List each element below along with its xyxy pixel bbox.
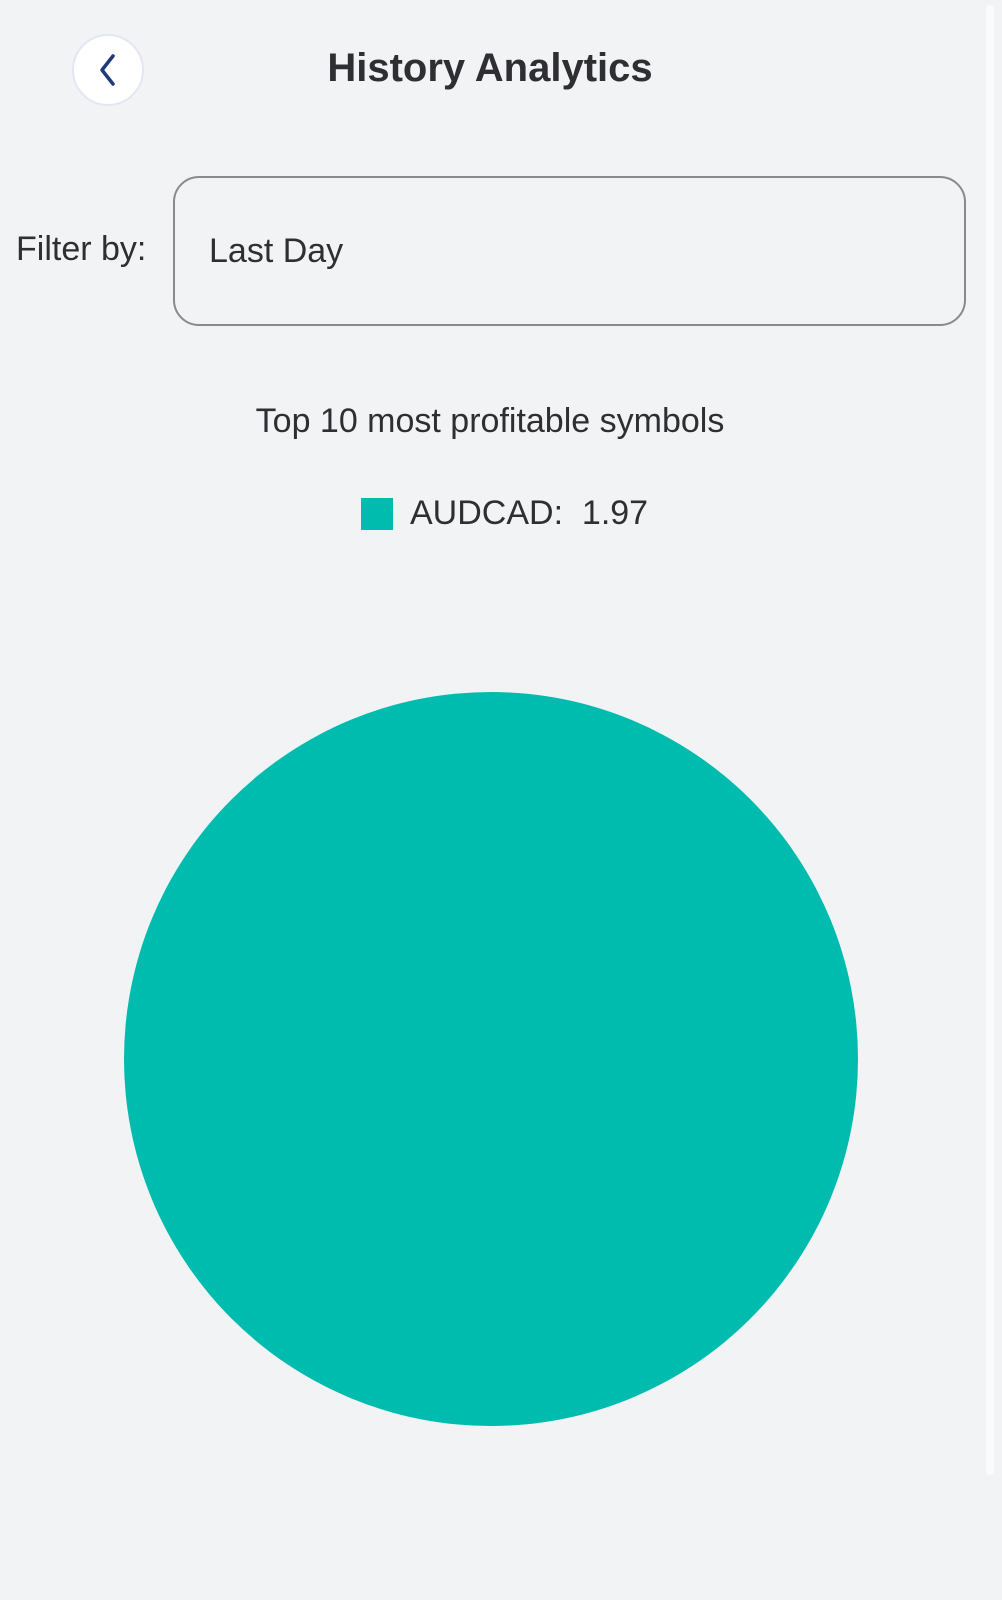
filter-select[interactable]: Last Day (173, 176, 966, 326)
legend-swatch (361, 497, 393, 530)
legend-item[interactable]: AUDCAD: 1.97 (361, 494, 648, 533)
legend-label: AUDCAD (410, 494, 554, 532)
scrollbar[interactable] (986, 5, 994, 1475)
legend-separator: : (553, 494, 582, 532)
chart-title: Top 10 most profitable symbols (255, 402, 725, 440)
pie-slice-audcad[interactable] (124, 692, 858, 1426)
legend-value: 1.97 (581, 494, 649, 532)
chevron-left-icon (100, 54, 115, 86)
filter-label: Filter by: (16, 230, 147, 268)
filter-value: Last Day (209, 232, 344, 270)
back-button[interactable] (72, 34, 144, 106)
page-title: History Analytics (327, 46, 653, 90)
